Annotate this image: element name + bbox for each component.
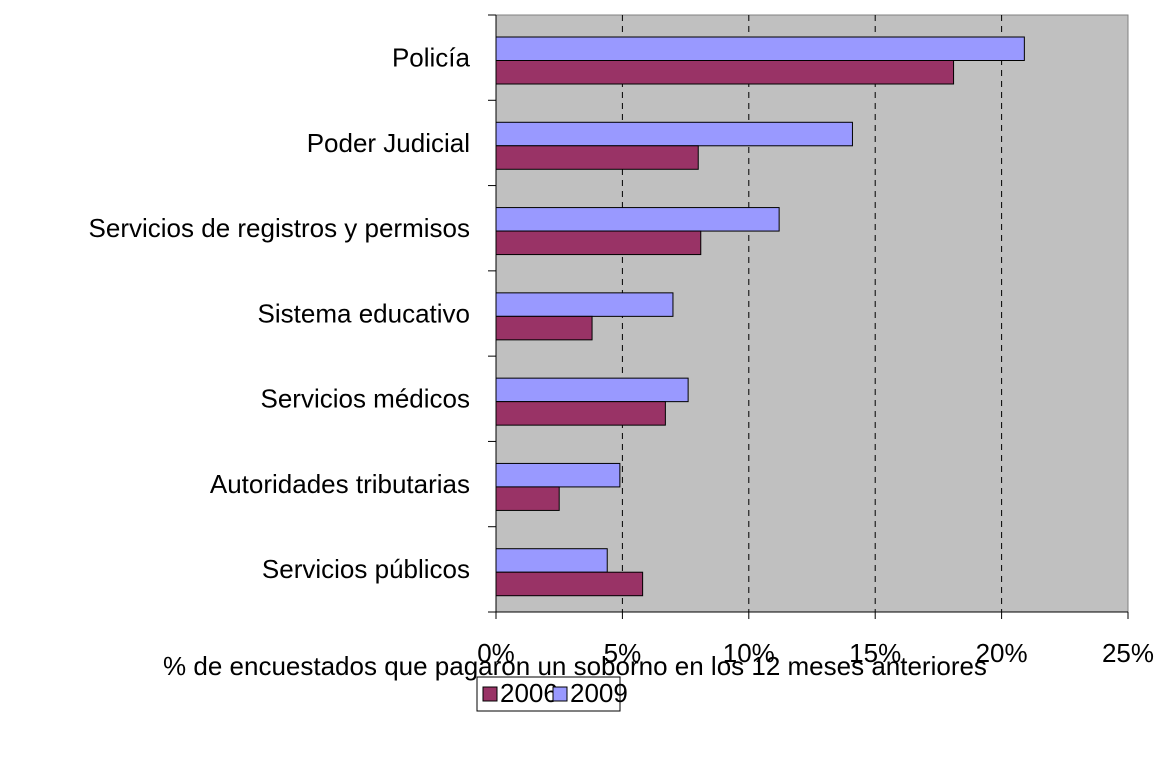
bar bbox=[495, 60, 955, 85]
bar bbox=[495, 36, 1025, 61]
y-tick-label: Autoridades tributarias bbox=[210, 469, 470, 499]
bar bbox=[495, 486, 560, 511]
bar bbox=[495, 548, 608, 573]
y-tick-label: Sistema educativo bbox=[258, 298, 470, 328]
bar bbox=[495, 207, 780, 232]
y-tick-label: Servicios médicos bbox=[260, 384, 470, 414]
bar bbox=[495, 315, 593, 341]
bar bbox=[495, 292, 674, 317]
bar bbox=[495, 121, 853, 147]
legend-swatch bbox=[482, 686, 498, 702]
x-axis-label: % de encuestados que pagaron un soborno … bbox=[163, 651, 987, 681]
x-tick-label: 20% bbox=[976, 638, 1028, 668]
legend-label: 2009 bbox=[570, 678, 628, 708]
bar bbox=[495, 571, 644, 597]
bar bbox=[495, 377, 689, 403]
bar bbox=[495, 230, 702, 256]
x-tick-label: 15% bbox=[849, 638, 901, 668]
y-tick-label: Policía bbox=[392, 43, 471, 73]
legend-swatch bbox=[552, 686, 568, 702]
bar bbox=[495, 145, 699, 170]
bar bbox=[495, 462, 621, 488]
x-tick-label: 5% bbox=[604, 638, 642, 668]
y-tick-label: Servicios públicos bbox=[262, 554, 470, 584]
legend-label: 2006 bbox=[500, 678, 558, 708]
x-tick-label: 10% bbox=[723, 638, 775, 668]
y-tick-label: Servicios de registros y permisos bbox=[89, 213, 470, 243]
y-tick-label: Poder Judicial bbox=[307, 128, 470, 158]
legend-box bbox=[476, 676, 621, 712]
x-tick-label: 0% bbox=[477, 638, 515, 668]
bar bbox=[495, 401, 666, 426]
x-tick-label: 25% bbox=[1102, 638, 1154, 668]
